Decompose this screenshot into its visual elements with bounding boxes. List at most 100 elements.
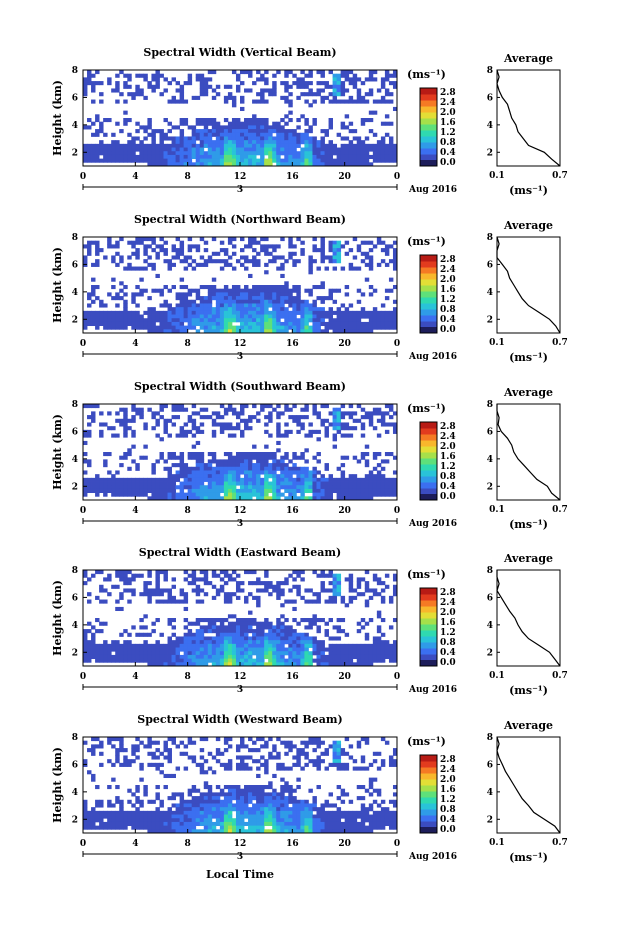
- heatmap-cell: [184, 618, 188, 622]
- heatmap-cell: [312, 651, 316, 655]
- heatmap-cell: [341, 629, 345, 633]
- heatmap-cell: [192, 151, 196, 155]
- heatmap-cell: [353, 411, 357, 415]
- heatmap-cell: [208, 77, 212, 81]
- heatmap-cell: [256, 263, 260, 267]
- heatmap-cell: [264, 118, 268, 122]
- heatmap-cell: [333, 485, 337, 489]
- heatmap-cell: [172, 311, 176, 315]
- heatmap-cell: [236, 785, 240, 789]
- heatmap-cell: [284, 467, 288, 471]
- heatmap-cell: [256, 322, 260, 326]
- heatmap-cell: [304, 470, 308, 474]
- heatmap-cell: [216, 822, 220, 826]
- heatmap-cell: [216, 326, 220, 330]
- heatmap-cell: [127, 763, 131, 767]
- heatmap-cell: [296, 478, 300, 482]
- heatmap-cell: [131, 296, 135, 300]
- heatmap-cell: [325, 311, 329, 315]
- y-axis-label: Height (km): [51, 414, 64, 490]
- heatmap-cell: [276, 296, 280, 300]
- heatmap-cell: [329, 144, 333, 148]
- heatmap-cell: [180, 818, 184, 822]
- heatmap-cell: [312, 485, 316, 489]
- heatmap-cell: [159, 148, 163, 152]
- heatmap-cell: [135, 311, 139, 315]
- heatmap-cell: [373, 322, 377, 326]
- heatmap-cell: [389, 452, 393, 456]
- heatmap-cell: [123, 303, 127, 307]
- heatmap-cell: [321, 581, 325, 585]
- heatmap-cell: [369, 478, 373, 482]
- heatmap-cell: [139, 618, 143, 622]
- heatmap-cell: [256, 300, 260, 304]
- heatmap-cell: [272, 285, 276, 289]
- heatmap-cell: [196, 463, 200, 467]
- heatmap-cell: [91, 482, 95, 486]
- heatmap-cell: [280, 493, 284, 497]
- heatmap-cell: [272, 122, 276, 126]
- heatmap-cell: [373, 289, 377, 293]
- heatmap-cell: [244, 136, 248, 140]
- heatmap-cell: [276, 822, 280, 826]
- heatmap-cell: [200, 307, 204, 311]
- heatmap-cell: [99, 122, 103, 126]
- heatmap-cell: [103, 311, 107, 315]
- heatmap-cell: [236, 489, 240, 493]
- heatmap-cell: [111, 296, 115, 300]
- heatmap-cell: [139, 648, 143, 652]
- heatmap-cell: [240, 237, 244, 241]
- heatmap-cell: [232, 129, 236, 133]
- heatmap-cell: [176, 252, 180, 256]
- heatmap-cell: [139, 159, 143, 163]
- heatmap-cell: [172, 651, 176, 655]
- heatmap-cell: [168, 148, 172, 152]
- heatmap-cell: [123, 478, 127, 482]
- heatmap-cell: [99, 648, 103, 652]
- heatmap-cell: [349, 404, 353, 408]
- heatmap-cell: [292, 600, 296, 604]
- heatmap-cell: [99, 478, 103, 482]
- heatmap-cell: [164, 303, 168, 307]
- heatmap-cell: [312, 474, 316, 478]
- heatmap-cell: [333, 651, 337, 655]
- heatmap-cell: [337, 574, 341, 578]
- heatmap-cell: [325, 404, 329, 408]
- heatmap-cell: [308, 326, 312, 330]
- heatmap-cell: [131, 144, 135, 148]
- heatmap-cell: [188, 822, 192, 826]
- heatmap-cell: [304, 618, 308, 622]
- heatmap-cell: [159, 136, 163, 140]
- heatmap-cell: [216, 125, 220, 129]
- heatmap-cell: [224, 315, 228, 319]
- heatmap-cell: [196, 622, 200, 626]
- heatmap-cell: [91, 633, 95, 637]
- heatmap-cell: [188, 485, 192, 489]
- heatmap-cell: [95, 285, 99, 289]
- heatmap-cell: [208, 289, 212, 293]
- colorbar-segment: [420, 470, 437, 477]
- heatmap-cell: [135, 796, 139, 800]
- heatmap-cell: [164, 419, 168, 423]
- heatmap-cell: [256, 133, 260, 137]
- heatmap-cell: [272, 655, 276, 659]
- heatmap-cell: [127, 651, 131, 655]
- heatmap-cell: [224, 148, 228, 152]
- heatmap-cell: [256, 600, 260, 604]
- colorbar-segment: [420, 279, 437, 286]
- heatmap-cell: [292, 322, 296, 326]
- heatmap-cell: [264, 70, 268, 74]
- heatmap-cell: [212, 419, 216, 423]
- heatmap-cell: [365, 315, 369, 319]
- heatmap-cell: [292, 307, 296, 311]
- heatmap-cell: [123, 292, 127, 296]
- heatmap-cell: [180, 92, 184, 96]
- heatmap-cell: [292, 577, 296, 581]
- heatmap-cell: [91, 478, 95, 482]
- heatmap-cell: [99, 600, 103, 604]
- heatmap-cell: [147, 263, 151, 267]
- heatmap-cell: [119, 648, 123, 652]
- heatmap-cell: [333, 408, 337, 412]
- heatmap-cell: [272, 467, 276, 471]
- heatmap-cell: [127, 92, 131, 96]
